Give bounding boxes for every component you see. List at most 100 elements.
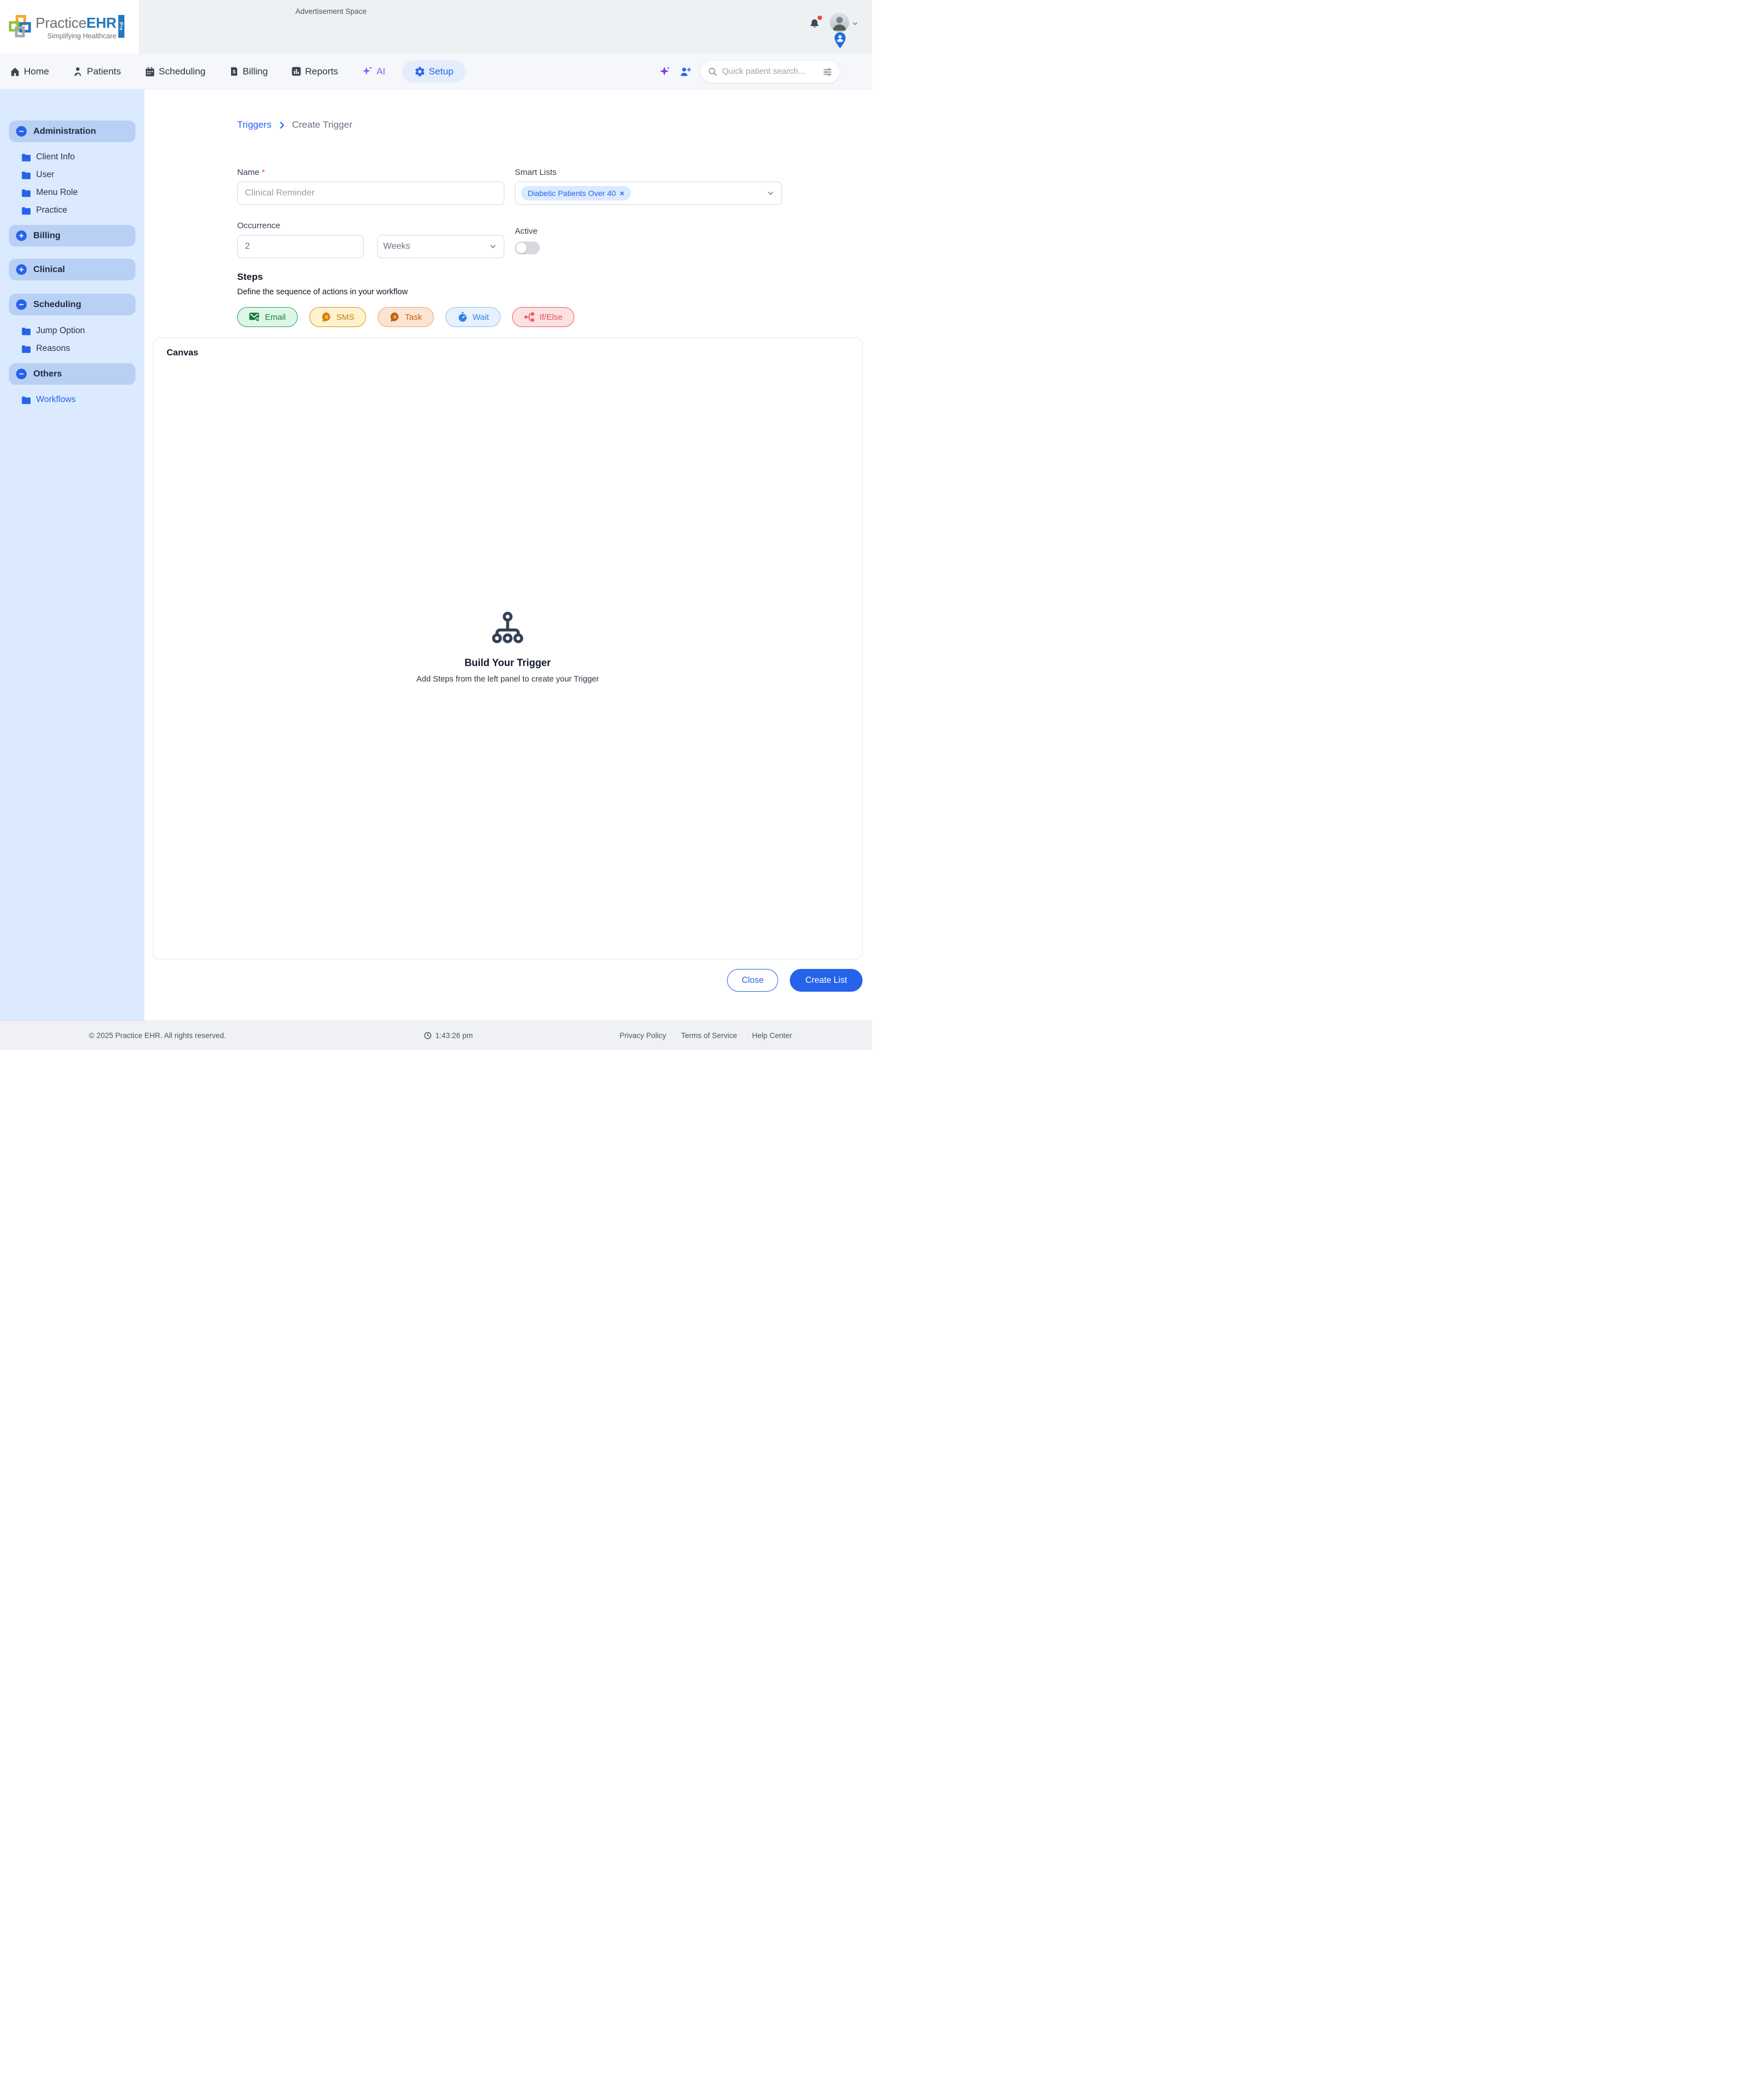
chevron-down-icon: [489, 243, 497, 251]
create-list-button[interactable]: Create List: [790, 969, 863, 992]
step-ifelse-button[interactable]: If/Else: [512, 307, 575, 327]
nav-item-billing[interactable]: $ Billing: [229, 66, 268, 77]
expand-plus-icon: [16, 230, 27, 241]
sitemap-icon: [490, 610, 525, 646]
search-icon: [708, 67, 718, 77]
breadcrumb-chevron-icon: [277, 120, 287, 130]
app-logo[interactable]: PracticeEHR Simplifying Healthcare Pro: [9, 14, 124, 40]
search-input[interactable]: [722, 67, 818, 76]
person-pin-icon: [833, 32, 848, 49]
sidebar-section-administration[interactable]: Administration: [9, 120, 136, 142]
name-label: Name *: [237, 168, 265, 177]
chat-bubble-icon: [321, 312, 332, 323]
folder-icon: [21, 396, 31, 404]
nav-item-patients[interactable]: Patients: [72, 66, 121, 77]
terms-of-service-link[interactable]: Terms of Service: [681, 1031, 737, 1040]
privacy-policy-link[interactable]: Privacy Policy: [619, 1031, 666, 1040]
search-filters-icon[interactable]: [823, 67, 833, 77]
copyright-text: © 2025 Practice EHR. All rights reserved…: [89, 1031, 227, 1040]
folder-icon: [21, 189, 31, 197]
sidebar-item-client-info[interactable]: Client Info: [0, 148, 144, 166]
step-task-button[interactable]: Task: [378, 307, 434, 327]
step-email-button[interactable]: Email: [237, 307, 298, 327]
main-navbar: Home Patients Scheduling $ Billing: [0, 54, 872, 89]
nav-item-home[interactable]: Home: [9, 66, 49, 77]
advertisement-text: Advertisement Space: [295, 7, 367, 16]
occurrence-unit-select[interactable]: Weeks: [377, 235, 504, 258]
calendar-icon: [144, 66, 156, 77]
main-content: Triggers Create Trigger Name * Smart Lis…: [144, 89, 872, 1021]
patients-icon: [72, 66, 83, 77]
breadcrumb: Triggers Create Trigger: [237, 119, 352, 130]
sidebar-item-user[interactable]: User: [0, 166, 144, 184]
chevron-down-icon: [766, 189, 775, 198]
help-center-link[interactable]: Help Center: [751, 1031, 792, 1040]
close-button[interactable]: Close: [727, 969, 779, 992]
empty-state-subtitle: Add Steps from the left panel to create …: [416, 675, 599, 684]
occurrence-label: Occurrence: [237, 221, 280, 230]
nav-item-reports[interactable]: Reports: [291, 66, 338, 77]
breadcrumb-current: Create Trigger: [292, 119, 353, 130]
brand-practice: Practice: [36, 14, 87, 31]
collapse-minus-icon: [16, 369, 27, 379]
brand-ehr: EHR: [86, 14, 117, 31]
logo-cross-icon: [9, 15, 32, 38]
smart-lists-select[interactable]: Diabetic Patients Over 40 ×: [515, 182, 782, 205]
user-avatar[interactable]: [830, 13, 849, 32]
branch-icon: [524, 312, 535, 323]
folder-icon: [21, 153, 31, 162]
workflow-canvas[interactable]: Canvas Build Your Trigger Add Steps from…: [153, 338, 863, 959]
expand-plus-icon: [16, 264, 27, 275]
stopwatch-icon: [457, 312, 468, 323]
session-time: 1:43:26 pm: [424, 1032, 473, 1040]
sidebar-item-menu-role[interactable]: Menu Role: [0, 184, 144, 202]
steps-subtitle: Define the sequence of actions in your w…: [237, 288, 408, 297]
sidebar-section-others[interactable]: Others: [9, 363, 136, 385]
bell-icon: [809, 18, 821, 31]
breadcrumb-triggers-link[interactable]: Triggers: [237, 119, 272, 130]
nav-item-scheduling[interactable]: Scheduling: [144, 66, 206, 77]
svg-text:$: $: [233, 68, 235, 74]
notification-badge: [818, 16, 822, 20]
required-asterisk: *: [262, 168, 265, 177]
step-wait-button[interactable]: Wait: [445, 307, 501, 327]
canvas-empty-state: Build Your Trigger Add Steps from the le…: [330, 610, 685, 684]
setup-sidebar: Administration Client Info User Menu Rol…: [0, 89, 144, 1021]
quick-patient-search[interactable]: [700, 59, 840, 83]
chip-remove-icon[interactable]: ×: [619, 189, 624, 198]
folder-icon: [21, 327, 31, 335]
top-header: Advertisement Space PracticeEHR Simplify…: [0, 0, 872, 54]
sidebar-item-practice[interactable]: Practice: [0, 202, 144, 219]
trigger-name-input[interactable]: [237, 182, 504, 205]
notifications-button[interactable]: [809, 16, 822, 31]
brand-pro-badge: Pro: [118, 15, 124, 38]
toggle-knob: [516, 243, 527, 253]
sidebar-section-scheduling[interactable]: Scheduling: [9, 294, 136, 315]
email-attachment-icon: [249, 312, 260, 322]
add-patient-icon[interactable]: [679, 66, 691, 78]
nav-item-setup[interactable]: Setup: [402, 60, 466, 83]
folder-icon: [21, 171, 31, 179]
empty-state-title: Build Your Trigger: [464, 657, 551, 669]
ai-sparkle-icon: [362, 66, 373, 77]
nav-item-ai[interactable]: AI: [362, 66, 385, 77]
folder-icon: [21, 207, 31, 215]
profile-chevron-down-icon[interactable]: [851, 20, 859, 27]
brand-tagline: Simplifying Healthcare: [47, 32, 117, 40]
billing-receipt-icon: $: [229, 66, 239, 77]
sidebar-item-workflows[interactable]: Workflows: [0, 391, 144, 409]
collapse-minus-icon: [16, 126, 27, 137]
bar-chart-icon: [291, 66, 302, 77]
sidebar-item-jump-option[interactable]: Jump Option: [0, 322, 144, 340]
sidebar-item-reasons[interactable]: Reasons: [0, 340, 144, 358]
home-icon: [9, 66, 21, 77]
gear-icon: [414, 66, 425, 77]
location-pin-button[interactable]: [833, 32, 848, 49]
sidebar-section-billing[interactable]: Billing: [9, 225, 136, 247]
advertisement-region: [139, 0, 872, 54]
active-toggle[interactable]: [515, 242, 540, 254]
step-sms-button[interactable]: SMS: [309, 307, 367, 327]
sidebar-section-clinical[interactable]: Clinical: [9, 259, 136, 280]
occurrence-value-input[interactable]: [237, 235, 364, 258]
ai-assist-icon[interactable]: [659, 66, 671, 78]
